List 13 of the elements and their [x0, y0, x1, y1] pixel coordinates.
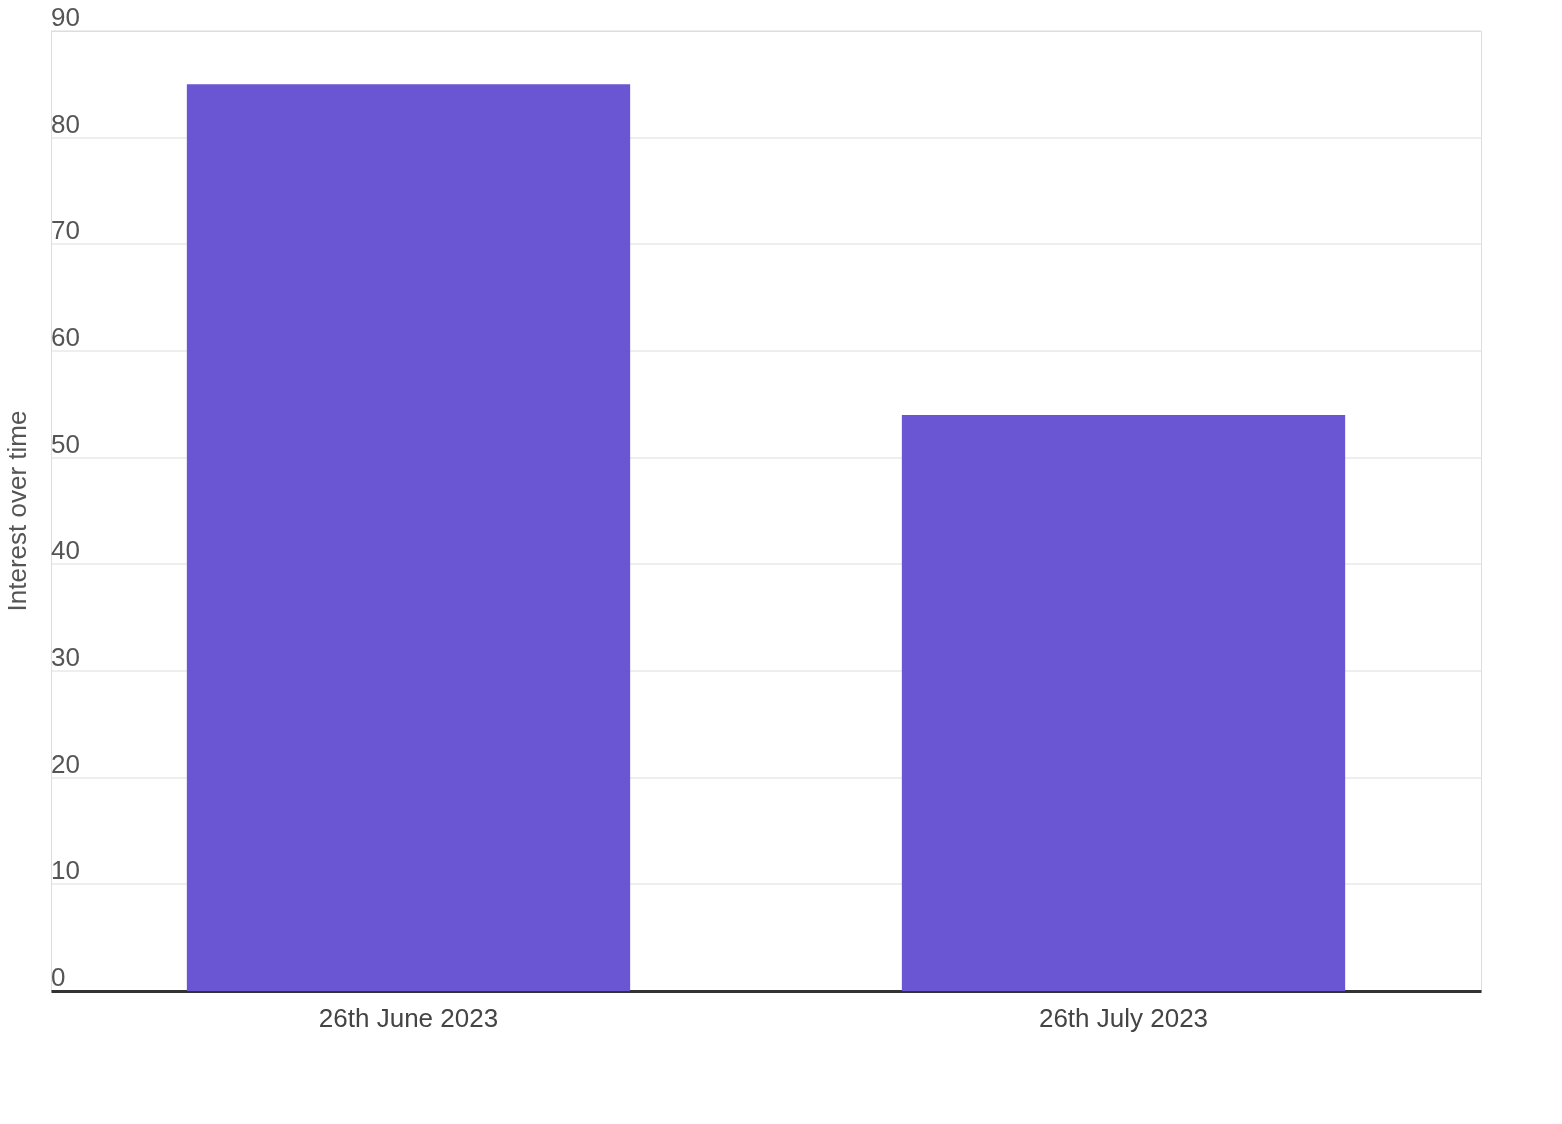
- y-tick-label: 90: [51, 2, 80, 32]
- y-tick-label: 50: [51, 428, 80, 459]
- y-tick-label: 30: [51, 642, 80, 672]
- x-tick-label: 26th June 2023: [318, 1002, 499, 1033]
- y-tick-label: 10: [51, 855, 80, 886]
- y-tick-label: 0: [51, 962, 66, 992]
- x-tick-label: 26th July 2023: [1038, 1002, 1209, 1033]
- y-axis-title: Interest over time: [2, 410, 32, 612]
- y-tick-label: 70: [51, 215, 80, 246]
- y-tick-label: 60: [51, 322, 80, 352]
- y-tick-label: 80: [51, 108, 80, 139]
- y-tick-label: 20: [51, 748, 80, 779]
- y-tick-label: 40: [51, 535, 80, 566]
